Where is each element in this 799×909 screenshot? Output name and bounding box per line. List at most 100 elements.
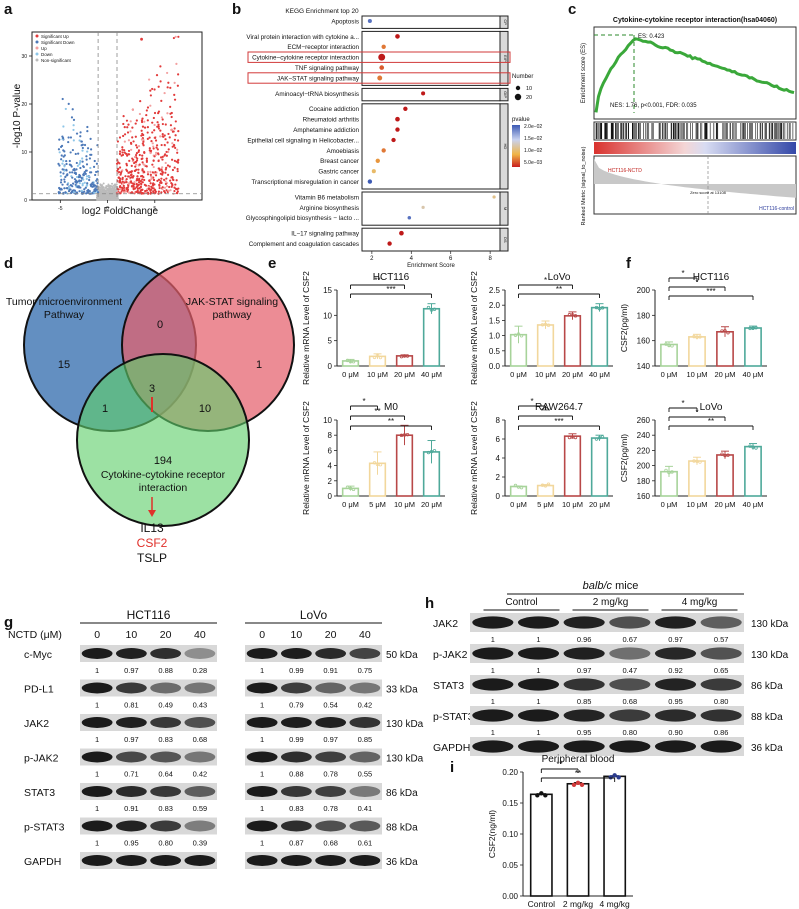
volcano-plot: -5 0 5 0 10 20 30 log2 FoldChange -log10 P-value… [12, 31, 203, 217]
volcano-point [174, 120, 177, 123]
data-point [670, 470, 674, 474]
volcano-point [151, 87, 154, 91]
protein-label: p-JAK2 [24, 753, 59, 765]
volcano-point [108, 185, 111, 188]
volcano-point [123, 126, 126, 129]
volcano-point [85, 184, 88, 188]
y-axis-label: Relative mRNA Level of CSF2 [469, 401, 479, 515]
volcano-point [101, 186, 104, 189]
volcano-point [153, 88, 156, 91]
volcano-point [169, 124, 173, 127]
quant-value: 0.90 [668, 728, 683, 737]
gene-label: TSLP [137, 551, 167, 565]
quant-value: 1 [491, 635, 495, 644]
x-axis-label: log2 FoldChange [82, 206, 159, 217]
data-point [375, 353, 380, 357]
blot-band [349, 786, 381, 797]
volcano-point [129, 176, 132, 179]
volcano-point [168, 136, 171, 139]
volcano-point [78, 190, 81, 193]
volcano-point [90, 148, 93, 151]
volcano-point [139, 175, 143, 178]
volcano-point [116, 198, 119, 201]
volcano-point [70, 116, 74, 119]
volcano-point [171, 178, 175, 181]
volcano-point [113, 186, 116, 189]
colorbar-label: 1.0e−02 [524, 148, 542, 154]
volcano-point [121, 151, 124, 154]
data-point [726, 453, 730, 457]
volcano-point [83, 190, 86, 193]
volcano-point [88, 157, 92, 160]
volcano-point [173, 189, 176, 193]
significance-label: * [544, 276, 547, 285]
volcano-point [157, 178, 161, 181]
blot-band [150, 820, 182, 832]
volcano-point [65, 174, 68, 177]
size-legend-label: 10 [526, 86, 532, 92]
gsea-plot: Cytokine-cytokine receptor interaction(h… [581, 17, 797, 225]
size-legend-dot [514, 93, 522, 101]
blot-band [609, 740, 651, 753]
volcano-point [86, 150, 89, 153]
blot-strip [245, 748, 382, 766]
volcano-point [149, 173, 152, 176]
volcano-point [73, 171, 76, 175]
volcano-point [174, 134, 177, 137]
volcano-point [140, 134, 143, 137]
kegg-highlight-box [247, 72, 511, 84]
volcano-point [126, 186, 129, 189]
quant-value: 0.57 [714, 635, 729, 644]
y-tick-label: 240 [637, 431, 651, 440]
volcano-point [67, 102, 70, 105]
volcano-point [154, 136, 157, 139]
kda-label: 130 kDa [751, 650, 789, 661]
significance-label: ** [557, 760, 563, 769]
volcano-point [135, 185, 138, 189]
quant-value: 0.95 [124, 839, 139, 848]
volcano-point [144, 189, 147, 193]
kegg-term-label: Breast cancer [320, 158, 359, 165]
volcano-point [165, 177, 168, 180]
data-point [516, 332, 521, 336]
kegg-dot [367, 18, 372, 24]
x-tick-label: 20 μM [421, 500, 442, 509]
volcano-point [123, 191, 126, 194]
volcano-point [173, 93, 176, 96]
quant-value: 0.39 [193, 839, 208, 848]
volcano-point [123, 189, 126, 192]
blot-band [150, 682, 182, 694]
legend-marker [35, 40, 39, 44]
data-point [399, 433, 404, 438]
volcano-point [82, 178, 85, 181]
x-tick-label: 0 μM [342, 500, 359, 509]
data-point [539, 791, 544, 796]
volcano-point [157, 190, 160, 193]
volcano-point [119, 171, 123, 175]
dose-label: 10 [126, 629, 138, 641]
panel-letter-i: i [450, 759, 454, 776]
volcano-point [166, 173, 170, 176]
volcano-point [157, 85, 160, 88]
chart-title: HCT116 [693, 272, 730, 283]
data-point [535, 793, 540, 798]
volcano-point [99, 196, 102, 199]
y-tick-label: 0.15 [502, 799, 518, 808]
volcano-point [171, 183, 174, 186]
volcano-point [149, 151, 152, 155]
quant-value: 0.41 [358, 804, 373, 813]
volcano-point [60, 158, 63, 161]
volcano-point [122, 134, 125, 138]
kegg-term-label: JAK−STAT signaling pathway [277, 75, 360, 82]
quant-value: 0.91 [124, 804, 139, 813]
volcano-point [125, 162, 128, 165]
volcano-point [117, 176, 121, 179]
x-tick-label: 20 μM [394, 370, 415, 379]
volcano-point [155, 73, 159, 77]
volcano-point [177, 35, 180, 38]
panel-letter-d: d [4, 255, 13, 272]
kegg-dot [391, 137, 396, 143]
significance-label: ** [388, 417, 394, 426]
es-curve [594, 37, 795, 113]
volcano-point [170, 128, 174, 131]
